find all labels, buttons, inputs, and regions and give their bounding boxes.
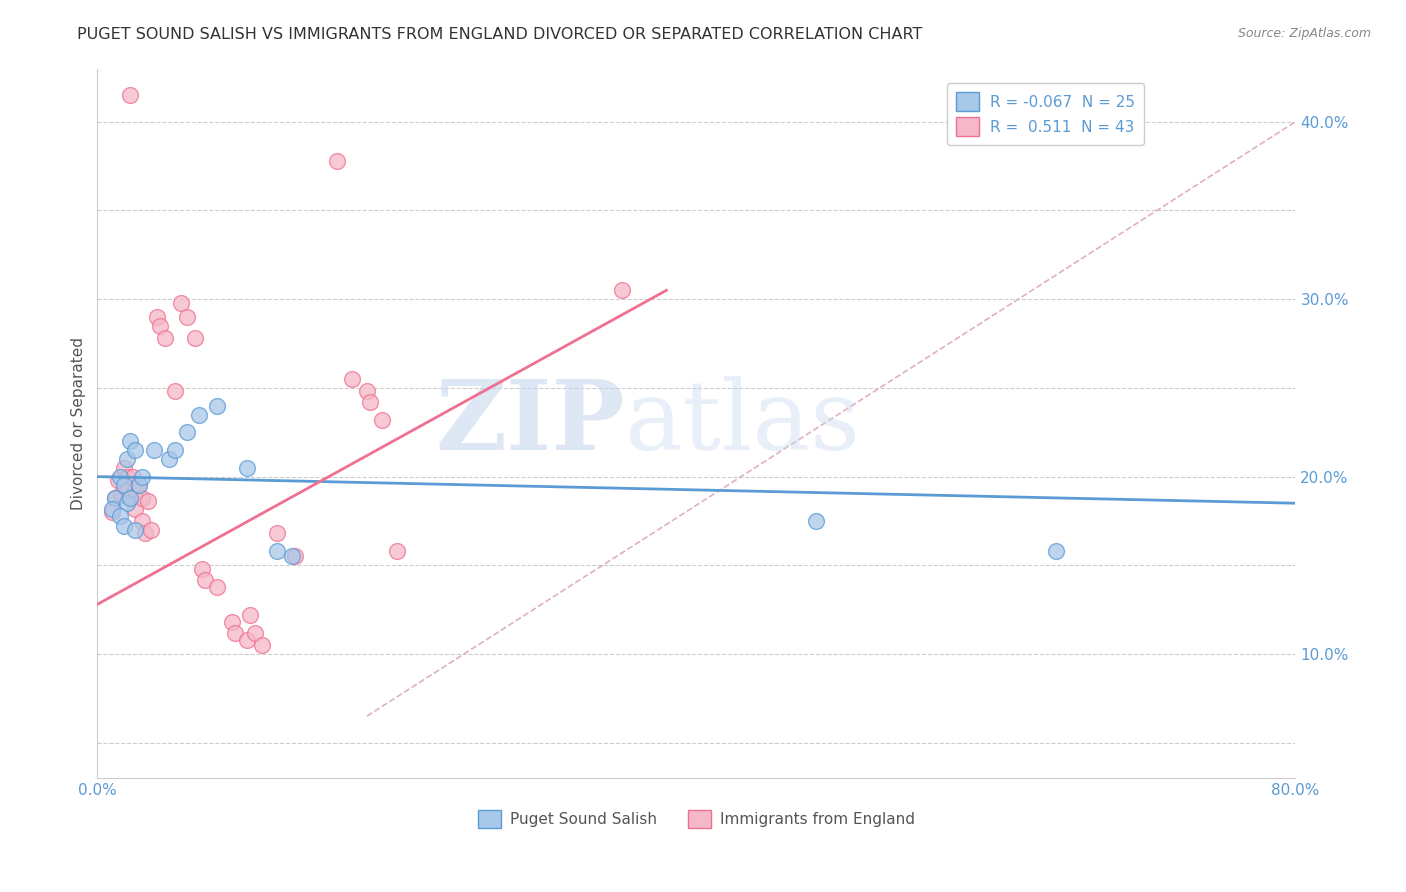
Point: [266, 544, 288, 558]
Point: [131, 491, 153, 505]
Point: [136, 494, 159, 508]
Point: [170, 295, 193, 310]
Point: [205, 399, 228, 413]
Point: [165, 442, 187, 457]
Point: [356, 384, 378, 399]
Point: [122, 469, 145, 483]
Point: [236, 460, 259, 475]
Point: [236, 632, 259, 647]
Legend: Puget Sound Salish, Immigrants from England: Puget Sound Salish, Immigrants from Engl…: [472, 804, 921, 834]
Point: [120, 491, 142, 505]
Point: [176, 310, 198, 324]
Point: [610, 283, 633, 297]
Point: [117, 469, 139, 483]
Point: [124, 523, 146, 537]
Point: [371, 413, 394, 427]
Point: [188, 408, 211, 422]
Point: [281, 549, 304, 564]
Point: [385, 544, 408, 558]
Point: [112, 519, 135, 533]
Point: [266, 526, 288, 541]
Point: [117, 496, 139, 510]
Point: [108, 469, 131, 483]
Point: [124, 501, 146, 516]
Point: [326, 153, 349, 168]
Point: [157, 451, 180, 466]
Point: [120, 434, 142, 449]
Point: [120, 491, 142, 505]
Point: [104, 491, 127, 505]
Point: [124, 442, 146, 457]
Point: [108, 508, 131, 523]
Point: [104, 491, 127, 505]
Point: [107, 473, 129, 487]
Point: [191, 562, 214, 576]
Point: [101, 501, 124, 516]
Point: [221, 615, 243, 629]
Point: [110, 487, 132, 501]
Text: PUGET SOUND SALISH VS IMMIGRANTS FROM ENGLAND DIVORCED OR SEPARATED CORRELATION : PUGET SOUND SALISH VS IMMIGRANTS FROM EN…: [77, 27, 922, 42]
Point: [183, 331, 205, 345]
Point: [1045, 544, 1067, 558]
Point: [243, 625, 266, 640]
Point: [194, 573, 217, 587]
Point: [146, 310, 169, 324]
Point: [806, 514, 828, 528]
Point: [112, 460, 135, 475]
Point: [131, 514, 153, 528]
Point: [117, 483, 139, 498]
Point: [176, 425, 198, 440]
Point: [120, 88, 142, 103]
Text: atlas: atlas: [624, 376, 860, 470]
Point: [153, 331, 176, 345]
Point: [112, 478, 135, 492]
Point: [250, 638, 273, 652]
Point: [124, 483, 146, 498]
Point: [128, 478, 150, 492]
Point: [117, 451, 139, 466]
Point: [101, 505, 124, 519]
Point: [359, 395, 381, 409]
Point: [141, 523, 163, 537]
Point: [340, 372, 363, 386]
Point: [131, 469, 153, 483]
Text: Source: ZipAtlas.com: Source: ZipAtlas.com: [1237, 27, 1371, 40]
Point: [224, 625, 246, 640]
Point: [239, 607, 262, 622]
Point: [284, 549, 307, 564]
Y-axis label: Divorced or Separated: Divorced or Separated: [72, 337, 86, 510]
Point: [134, 526, 156, 541]
Point: [149, 318, 172, 333]
Point: [128, 478, 150, 492]
Text: ZIP: ZIP: [434, 376, 624, 470]
Point: [165, 384, 187, 399]
Point: [205, 580, 228, 594]
Point: [143, 442, 166, 457]
